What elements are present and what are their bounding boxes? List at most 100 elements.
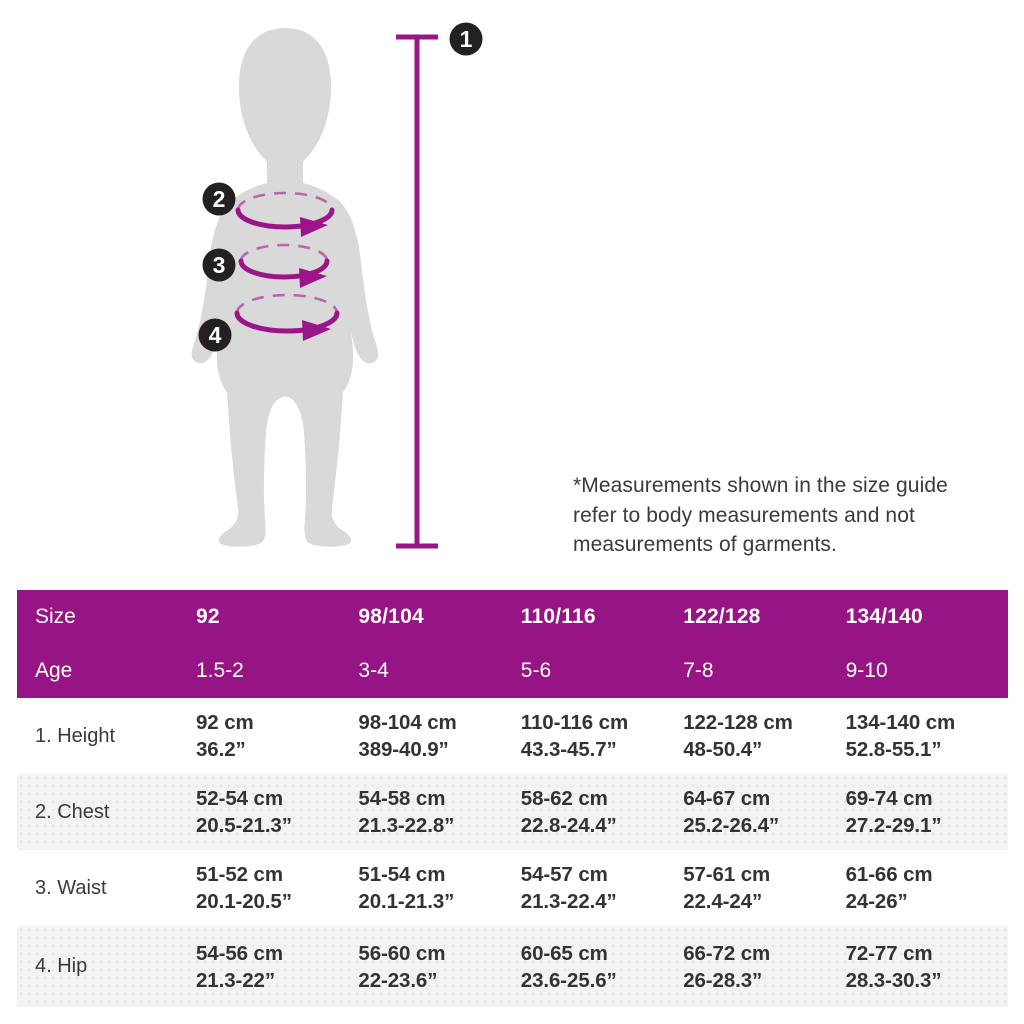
measure-cell: 57-61 cm 22.4-24” bbox=[683, 861, 845, 915]
hip-solid-arc bbox=[234, 310, 340, 334]
age-value: 3-4 bbox=[358, 659, 389, 682]
measure-cell: 54-56 cm 21.3-22” bbox=[196, 940, 358, 994]
inch-value: 21.3-22.4” bbox=[520, 890, 617, 913]
chest-solid-arc bbox=[235, 207, 335, 230]
age-value: 9-10 bbox=[845, 659, 888, 682]
cm-value: 122-128 cm bbox=[683, 711, 793, 734]
inch-value: 21.3-22” bbox=[196, 968, 275, 992]
badge-1-number: 1 bbox=[460, 26, 473, 52]
cm-value: 54-56 cm bbox=[196, 941, 283, 965]
measure-cell: 61-66 cm 24-26” bbox=[846, 861, 1008, 915]
inch-value: 26-28.3” bbox=[683, 968, 763, 992]
measure-cell: 134-140 cm 52.8-55.1” bbox=[846, 709, 1008, 763]
inch-value: 48-50.4” bbox=[683, 738, 763, 761]
row-label: 1. Height bbox=[35, 724, 116, 747]
size-row-label: Size bbox=[35, 605, 76, 628]
hip-dashed-arc bbox=[235, 293, 339, 314]
table-row-hip: 4. Hip 54-56 cm 21.3-22” 56-60 cm 22-23.… bbox=[17, 926, 1008, 1007]
cm-value: 54-57 cm bbox=[520, 863, 608, 886]
cm-value: 51-52 cm bbox=[196, 863, 283, 886]
cm-value: 134-140 cm bbox=[845, 711, 956, 734]
badge-2-circle bbox=[202, 182, 236, 216]
row-label: 2. Chest bbox=[35, 800, 110, 823]
measure-cell: 98-104 cm 389-40.9” bbox=[358, 709, 520, 763]
inch-value: 22.4-24” bbox=[683, 890, 763, 913]
inch-value: 25.2-26.4” bbox=[683, 814, 780, 837]
cm-value: 98-104 cm bbox=[358, 711, 457, 734]
size-value: 134/140 bbox=[845, 605, 923, 628]
waist-arrow-icon bbox=[299, 268, 327, 288]
row-label: 3. Waist bbox=[35, 876, 107, 899]
age-row-label: Age bbox=[35, 659, 73, 682]
inch-value: 43.3-45.7” bbox=[520, 738, 617, 761]
size-value: 122/128 bbox=[683, 605, 761, 628]
measure-badges: 1 2 3 4 bbox=[198, 22, 483, 352]
cm-value: 57-61 cm bbox=[683, 863, 771, 886]
cm-value: 60-65 cm bbox=[520, 941, 608, 965]
inch-value: 27.2-29.1” bbox=[845, 814, 942, 837]
inch-value: 389-40.9” bbox=[358, 738, 449, 761]
size-value: 92 bbox=[196, 605, 220, 628]
cm-value: 92 cm bbox=[196, 711, 254, 734]
measure-cell: 52-54 cm 20.5-21.3” bbox=[196, 785, 358, 839]
inch-value: 20.5-21.3” bbox=[196, 814, 292, 837]
chest-arrow-icon bbox=[300, 217, 328, 237]
measure-cell: 56-60 cm 22-23.6” bbox=[358, 940, 520, 994]
measure-cell: 66-72 cm 26-28.3” bbox=[683, 940, 845, 994]
badge-4-number: 4 bbox=[209, 322, 222, 348]
cm-value: 51-54 cm bbox=[358, 863, 446, 886]
child-silhouette bbox=[191, 28, 379, 547]
cm-value: 61-66 cm bbox=[845, 863, 933, 886]
cm-value: 69-74 cm bbox=[845, 787, 933, 810]
girth-arcs bbox=[234, 191, 340, 341]
inch-value: 52.8-55.1” bbox=[845, 738, 942, 761]
age-header-row: Age 1.5-2 3-4 5-6 7-8 9-10 bbox=[17, 644, 1008, 698]
cm-value: 52-54 cm bbox=[196, 787, 283, 810]
measure-cell: 60-65 cm 23.6-25.6” bbox=[521, 940, 683, 994]
row-label: 4. Hip bbox=[35, 955, 88, 977]
cm-value: 110-116 cm bbox=[520, 711, 629, 734]
badge-1-circle bbox=[449, 22, 483, 56]
measure-cell: 122-128 cm 48-50.4” bbox=[683, 709, 845, 763]
inch-value: 22-23.6” bbox=[358, 968, 438, 992]
measurements-note: *Measurements shown in the size guide re… bbox=[573, 474, 948, 556]
measure-cell: 69-74 cm 27.2-29.1” bbox=[846, 785, 1008, 839]
table-row-height: 1. Height 92 cm 36.2” 98-104 cm 389-40.9… bbox=[17, 698, 1008, 774]
measure-cell: 110-116 cm 43.3-45.7” bbox=[521, 709, 683, 763]
inch-value: 21.3-22.8” bbox=[358, 814, 455, 837]
measure-cell: 72-77 cm 28.3-30.3” bbox=[846, 940, 1008, 994]
measure-cell: 54-58 cm 21.3-22.8” bbox=[358, 785, 520, 839]
waist-dashed-arc bbox=[239, 243, 329, 262]
silhouette-head bbox=[238, 28, 332, 170]
measure-cell: 64-67 cm 25.2-26.4” bbox=[683, 785, 845, 839]
measure-cell: 92 cm 36.2” bbox=[196, 709, 358, 763]
measure-cell: 51-54 cm 20.1-21.3” bbox=[358, 861, 520, 915]
cm-value: 66-72 cm bbox=[683, 941, 771, 965]
badge-3-circle bbox=[202, 248, 236, 282]
size-value: 98/104 bbox=[358, 605, 424, 628]
cm-value: 72-77 cm bbox=[845, 941, 933, 965]
size-guide-table: Size 92 98/104 110/116 122/128 134/140 A… bbox=[17, 590, 1008, 1007]
silhouette-body bbox=[216, 148, 354, 547]
age-value: 7-8 bbox=[683, 659, 714, 682]
inch-value: 36.2” bbox=[196, 738, 246, 761]
cm-value: 56-60 cm bbox=[358, 941, 446, 965]
age-value: 1.5-2 bbox=[196, 659, 244, 682]
inch-value: 24-26” bbox=[845, 890, 908, 913]
cm-value: 58-62 cm bbox=[520, 787, 608, 810]
badge-4-circle bbox=[198, 318, 232, 352]
cm-value: 64-67 cm bbox=[683, 787, 771, 810]
inch-value: 23.6-25.6” bbox=[520, 968, 617, 992]
badge-2-number: 2 bbox=[213, 186, 226, 212]
inch-value: 22.8-24.4” bbox=[520, 814, 617, 837]
table-row-waist: 3. Waist 51-52 cm 20.1-20.5” 51-54 cm 20… bbox=[17, 850, 1008, 926]
measure-cell: 51-52 cm 20.1-20.5” bbox=[196, 861, 358, 915]
chest-dashed-arc bbox=[236, 191, 334, 211]
hip-arrow-icon bbox=[302, 320, 331, 341]
waist-solid-arc bbox=[238, 258, 330, 280]
badge-3-number: 3 bbox=[213, 252, 226, 278]
height-measure-line bbox=[396, 34, 438, 549]
measure-cell: 54-57 cm 21.3-22.4” bbox=[521, 861, 683, 915]
inch-value: 28.3-30.3” bbox=[845, 968, 942, 992]
table-header: Size 92 98/104 110/116 122/128 134/140 A… bbox=[17, 590, 1008, 698]
